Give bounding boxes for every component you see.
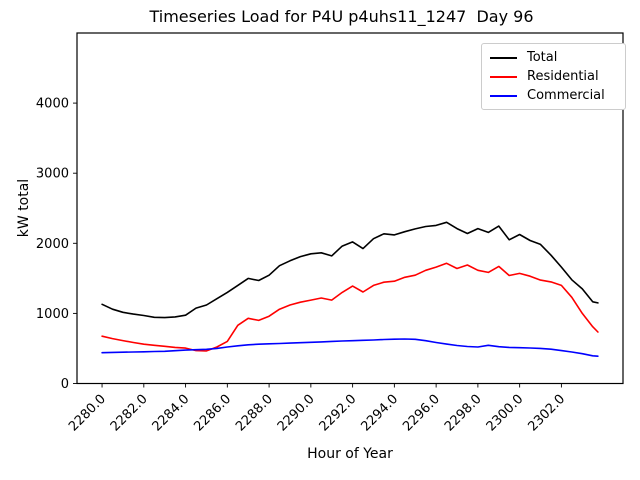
total-line-swatch [490,56,517,59]
y-axis-label: kW total [16,178,32,238]
legend-entry-residential: Residential [490,67,625,86]
x-axis-label: Hour of Year [307,446,393,462]
commercial-line-swatch [490,94,517,97]
legend-label-commercial: Commercial [527,88,605,103]
x-tick-label: 2290.0 [275,392,318,435]
x-tick-label: 2284.0 [150,392,193,435]
chart-title: Timeseries Load for P4U p4uhs11_1247 Day… [149,7,534,26]
x-tick-label: 2288.0 [233,392,276,435]
y-tick-label: 2000 [36,237,69,252]
legend-label-residential: Residential [527,69,599,84]
legend-entry-commercial: Commercial [490,86,625,105]
series-line-commercial [101,338,599,358]
x-tick-label: 2296.0 [400,392,443,435]
x-tick-label: 2298.0 [442,392,485,435]
x-tick-label: 2302.0 [525,392,568,435]
legend: Total Residential Commercial [481,43,626,110]
x-tick-label: 2280.0 [66,392,109,435]
y-tick-label: 4000 [36,97,69,112]
y-tick-label: 0 [61,377,69,392]
series-line-total [101,221,599,319]
plot-border [76,32,624,385]
x-tick-label: 2294.0 [358,392,401,435]
x-tick-label: 2282.0 [108,392,151,435]
y-tick-label: 3000 [36,167,69,182]
x-tick-label: 2300.0 [484,392,527,435]
legend-entry-total: Total [490,48,625,67]
x-tick-label: 2286.0 [191,392,234,435]
y-tick-label: 1000 [36,307,69,322]
legend-label-total: Total [527,50,558,65]
series-line-residential [101,262,599,352]
residential-line-swatch [490,75,517,78]
x-tick-label: 2292.0 [317,392,360,435]
